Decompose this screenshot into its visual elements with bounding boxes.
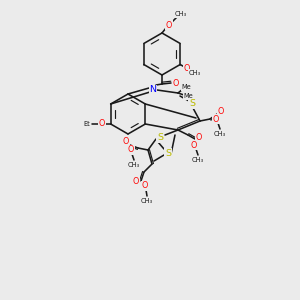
- Text: O: O: [191, 140, 197, 149]
- Text: Me: Me: [183, 93, 193, 99]
- Text: S: S: [157, 134, 163, 142]
- Text: O: O: [173, 79, 179, 88]
- Text: CH₃: CH₃: [175, 11, 187, 17]
- Text: O: O: [196, 133, 202, 142]
- Text: CH₃: CH₃: [128, 162, 140, 168]
- Text: Et: Et: [83, 121, 90, 127]
- Text: Me: Me: [181, 84, 191, 90]
- Text: O: O: [98, 119, 105, 128]
- Text: O: O: [218, 106, 224, 116]
- Text: O: O: [128, 146, 134, 154]
- Text: CH₃: CH₃: [141, 198, 153, 204]
- Text: O: O: [213, 115, 219, 124]
- Text: S: S: [189, 100, 195, 109]
- Text: CH₃: CH₃: [214, 131, 226, 137]
- Text: O: O: [184, 64, 190, 73]
- Text: O: O: [133, 178, 139, 187]
- Text: O: O: [166, 20, 172, 29]
- Text: S: S: [165, 148, 171, 158]
- Text: O: O: [123, 137, 129, 146]
- Text: O: O: [142, 182, 148, 190]
- Text: CH₃: CH₃: [192, 157, 204, 163]
- Text: CH₃: CH₃: [189, 70, 201, 76]
- Text: N: N: [149, 85, 157, 94]
